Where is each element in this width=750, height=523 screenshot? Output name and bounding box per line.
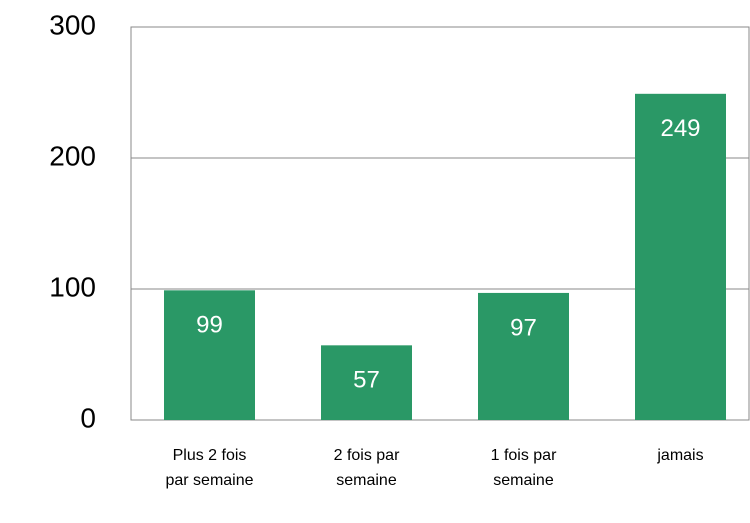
y-tick-label: 100 xyxy=(49,271,96,302)
bar xyxy=(321,345,412,420)
y-tick-label: 300 xyxy=(49,9,96,40)
y-tick-label: 200 xyxy=(49,140,96,171)
x-tick-label: 2 fois par semaine xyxy=(333,447,400,489)
bar xyxy=(635,93,726,420)
x-tick-label: jamais xyxy=(657,447,704,464)
value-label: 99 xyxy=(196,312,223,339)
x-tick-label: Plus 2 fois par semaine xyxy=(165,447,254,489)
value-label: 249 xyxy=(660,115,700,142)
value-label: 57 xyxy=(353,367,380,394)
bar xyxy=(478,292,569,420)
y-tick-label: 0 xyxy=(80,402,96,433)
value-label: 97 xyxy=(510,314,537,341)
bar xyxy=(164,290,255,420)
x-tick-label: 1 fois par semaine xyxy=(490,447,557,489)
